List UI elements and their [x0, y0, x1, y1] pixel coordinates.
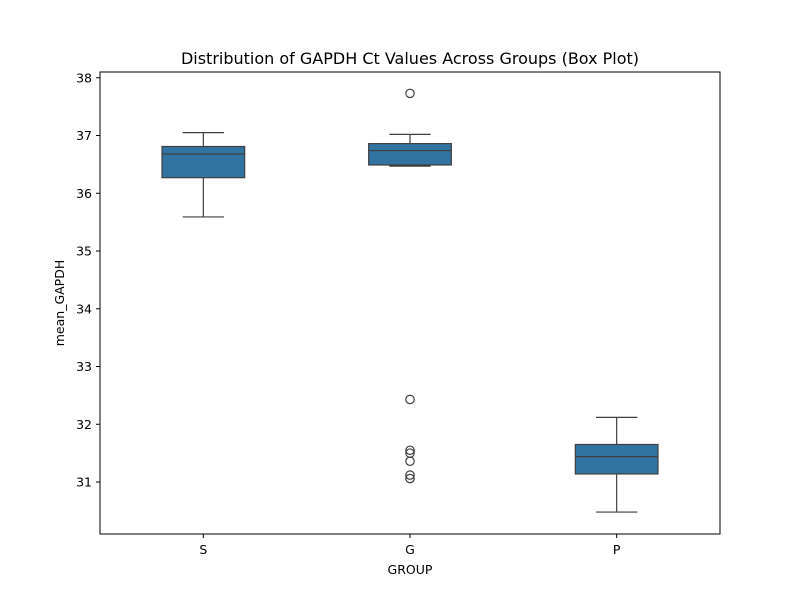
outlier-point — [405, 473, 415, 484]
box-group — [574, 416, 659, 513]
x-tick-label: G — [405, 542, 415, 557]
iqr-box — [574, 443, 659, 475]
outlier-point — [405, 445, 415, 456]
y-tick-label: 36 — [76, 186, 92, 201]
iqr-box — [161, 145, 246, 179]
box-group — [368, 88, 452, 484]
outlier-point — [405, 394, 415, 405]
x-tick-label: S — [199, 542, 207, 557]
y-axis: 31 32 33 34 35 36 37 38 — [76, 70, 100, 490]
y-tick-label: 31 — [76, 475, 92, 490]
x-tick-label: P — [613, 542, 621, 557]
chart-title: Distribution of GAPDH Ct Values Across G… — [181, 49, 639, 68]
outlier-point — [405, 88, 415, 99]
y-tick-label: 34 — [76, 301, 92, 316]
plot-area — [161, 88, 659, 513]
x-axis-label: GROUP — [388, 562, 433, 577]
y-axis-label: mean_GAPDH — [52, 260, 67, 347]
y-tick-label: 38 — [76, 70, 92, 85]
outlier-point — [405, 470, 415, 480]
iqr-box — [368, 143, 452, 166]
y-tick-label: 37 — [76, 128, 92, 143]
y-tick-label: 33 — [76, 359, 92, 374]
y-tick-label: 32 — [76, 417, 92, 432]
box-group — [161, 132, 246, 218]
outlier-point — [405, 456, 415, 467]
y-tick-label: 35 — [76, 244, 92, 259]
